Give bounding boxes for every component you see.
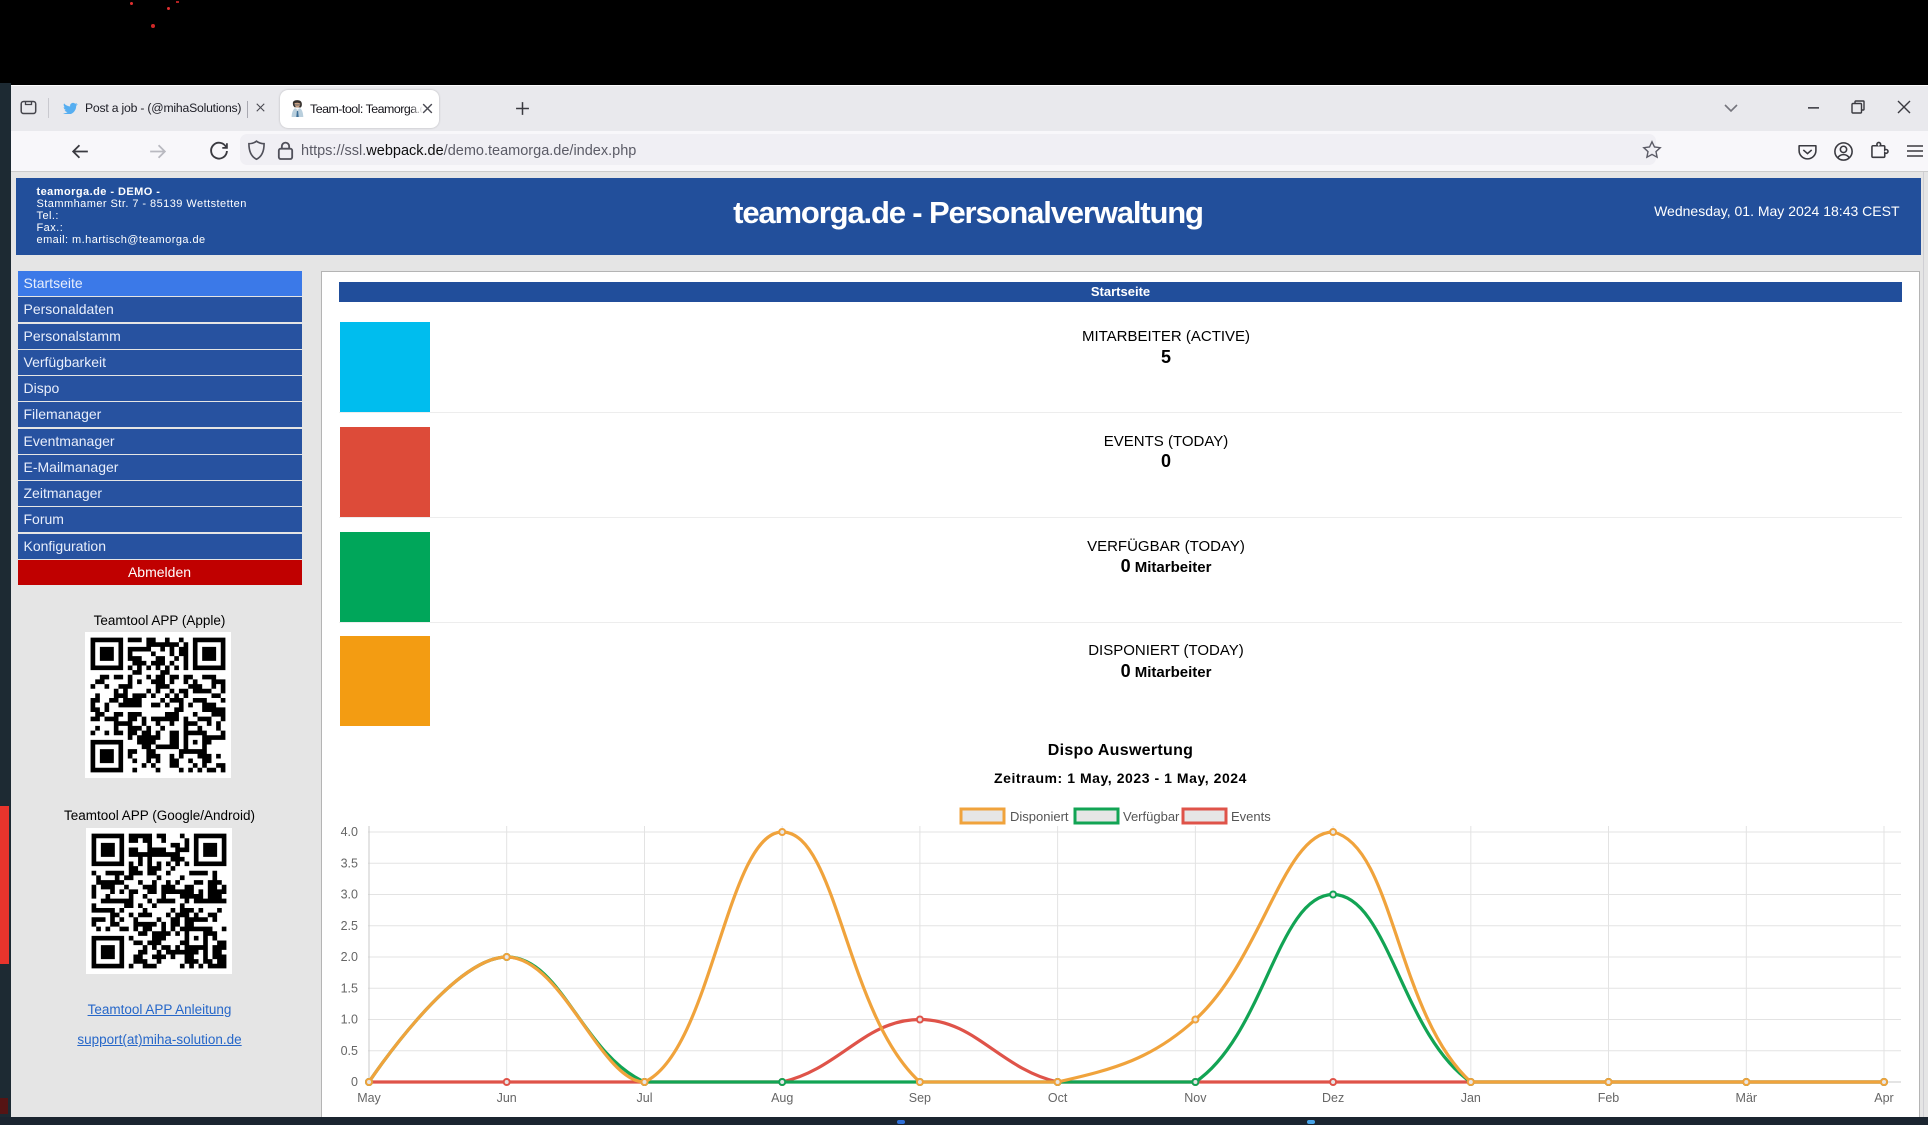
svg-text:Disponiert: Disponiert [1010,809,1069,824]
svg-text:Nov: Nov [1184,1091,1207,1105]
svg-text:Mär: Mär [1736,1091,1758,1105]
svg-text:Events: Events [1231,809,1271,824]
svg-text:Feb: Feb [1598,1091,1620,1105]
svg-text:1.0: 1.0 [341,1013,358,1027]
svg-text:Oct: Oct [1048,1091,1068,1105]
svg-text:3.5: 3.5 [341,857,358,871]
svg-text:Apr: Apr [1874,1091,1893,1105]
svg-text:Jul: Jul [637,1091,653,1105]
svg-text:Sep: Sep [909,1091,931,1105]
svg-text:2.5: 2.5 [341,919,358,933]
svg-text:Jun: Jun [497,1091,517,1105]
svg-text:1.5: 1.5 [341,982,358,996]
svg-text:3.0: 3.0 [341,888,358,902]
svg-text:Aug: Aug [771,1091,793,1105]
svg-text:0: 0 [351,1075,358,1089]
svg-text:May: May [357,1091,381,1105]
svg-text:Verfügbar: Verfügbar [1123,809,1180,824]
svg-text:4.0: 4.0 [341,825,358,839]
svg-text:2.0: 2.0 [341,950,358,964]
svg-text:0.5: 0.5 [341,1044,358,1058]
svg-text:Dez: Dez [1322,1091,1344,1105]
svg-text:Jan: Jan [1461,1091,1481,1105]
